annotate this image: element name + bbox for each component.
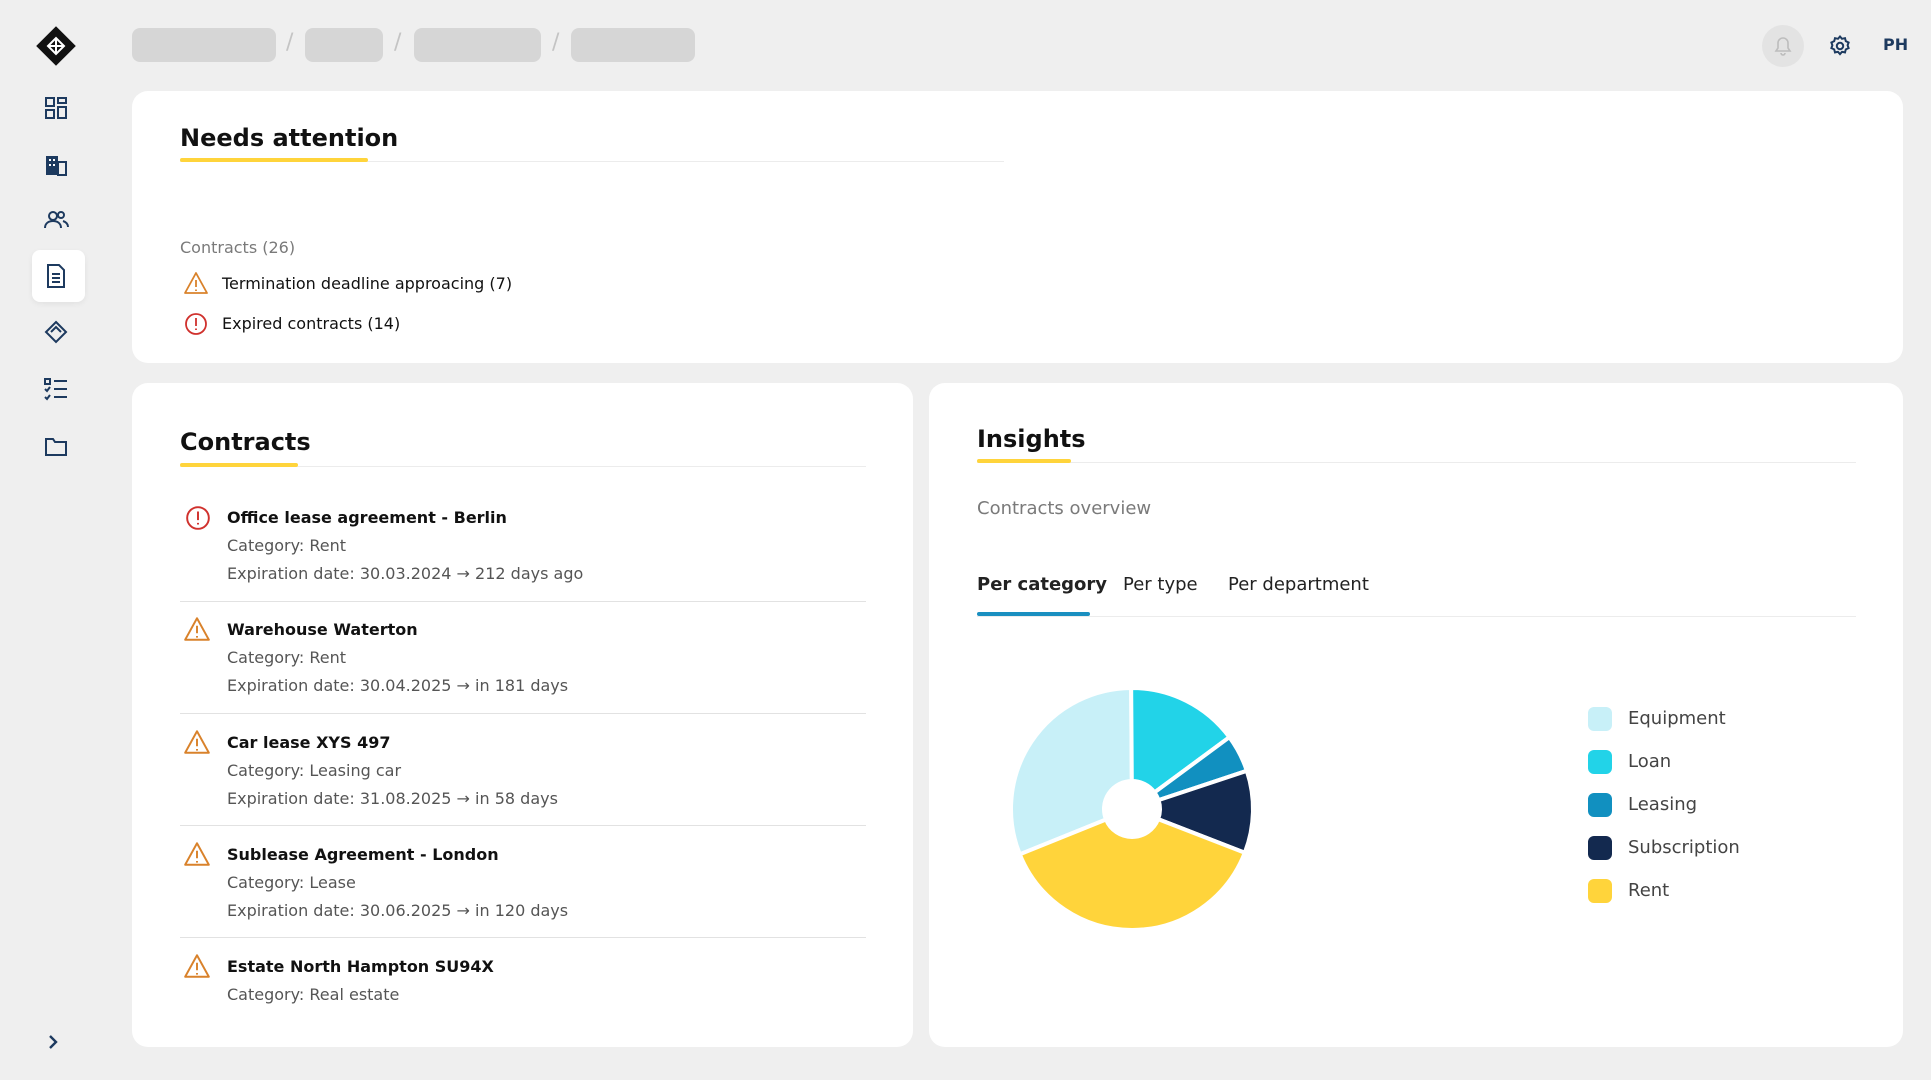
error-icon — [186, 506, 210, 530]
nav-buildings[interactable] — [42, 151, 70, 179]
breadcrumb-placeholder[interactable] — [414, 28, 541, 62]
legend-label[interactable]: Rent — [1628, 880, 1670, 901]
legend-swatch — [1588, 879, 1612, 903]
title-underline — [180, 463, 298, 467]
attention-item[interactable]: Expired contracts (14) — [222, 314, 401, 333]
legend-swatch — [1588, 793, 1612, 817]
subtitle: Contracts overview — [977, 498, 1152, 519]
needs-attention-card — [132, 91, 1903, 363]
active-nav-bg — [32, 250, 85, 302]
tab[interactable]: Per type — [1123, 574, 1198, 595]
tab[interactable]: Per department — [1228, 574, 1369, 595]
nav-people[interactable] — [42, 206, 70, 234]
card-title: Needs attention — [180, 124, 399, 152]
legend-label[interactable]: Leasing — [1628, 794, 1698, 815]
contract-expiration: Expiration date: 31.08.2025 → in 58 days — [227, 789, 558, 808]
divider — [977, 462, 1856, 463]
warning-icon — [184, 272, 208, 294]
attention-item[interactable]: Termination deadline approacing (7) — [222, 274, 513, 293]
warning-icon — [184, 617, 210, 641]
expand-sidebar[interactable] — [44, 1032, 62, 1052]
error-icon — [185, 313, 207, 335]
legend-swatch — [1588, 750, 1612, 774]
nav-dashboard[interactable] — [42, 94, 70, 122]
breadcrumb-placeholder[interactable] — [571, 28, 695, 62]
title-underline — [180, 158, 368, 162]
contract-title[interactable]: Office lease agreement - Berlin — [227, 508, 507, 527]
contracts-card — [132, 383, 913, 1047]
contract-title[interactable]: Car lease XYS 497 — [227, 733, 391, 752]
divider — [180, 601, 866, 602]
pie-chart — [1009, 685, 1255, 932]
contract-category: Category: Lease — [227, 873, 356, 892]
warning-icon — [184, 730, 210, 754]
nav-tasks[interactable] — [42, 375, 70, 403]
contract-category: Category: Rent — [227, 648, 347, 667]
contract-expiration: Expiration date: 30.04.2025 → in 181 day… — [227, 676, 569, 695]
contract-expiration: Expiration date: 30.06.2025 → in 120 day… — [227, 901, 569, 920]
pie-slice — [1009, 685, 1134, 857]
contract-title[interactable]: Warehouse Waterton — [227, 620, 418, 639]
nav-deals[interactable] — [42, 318, 70, 346]
pie-slice — [1155, 768, 1255, 856]
breadcrumb-placeholder[interactable] — [305, 28, 383, 62]
contract-expiration: Expiration date: 30.03.2024 → 212 days a… — [227, 564, 584, 583]
settings[interactable] — [1828, 34, 1852, 58]
user-initials[interactable]: PH — [1883, 35, 1909, 54]
divider — [977, 616, 1856, 617]
tab-active[interactable]: Per category — [977, 574, 1108, 595]
breadcrumb-placeholder[interactable] — [132, 28, 276, 62]
divider — [180, 161, 1004, 162]
card-title: Contracts — [180, 428, 311, 456]
breadcrumb-separator: / — [552, 30, 560, 55]
legend-swatch — [1588, 836, 1612, 860]
tab-underline — [977, 612, 1090, 616]
logo[interactable] — [34, 24, 78, 68]
nav-files[interactable] — [42, 432, 70, 460]
divider — [180, 466, 866, 467]
contract-category: Category: Leasing car — [227, 761, 402, 780]
contract-title[interactable]: Sublease Agreement - London — [227, 845, 499, 864]
divider — [180, 825, 866, 826]
divider — [180, 713, 866, 714]
legend-swatch — [1588, 707, 1612, 731]
warning-icon — [184, 842, 210, 866]
pie-slice — [1017, 816, 1248, 932]
contract-title[interactable]: Estate North Hampton SU94X — [227, 957, 494, 976]
divider — [180, 937, 866, 938]
contract-category: Category: Real estate — [227, 985, 400, 1004]
nav-contracts[interactable] — [42, 262, 70, 290]
breadcrumb-separator: / — [286, 30, 294, 55]
breadcrumb-separator: / — [394, 30, 402, 55]
legend-label[interactable]: Equipment — [1628, 708, 1726, 729]
pie-slice — [1129, 686, 1233, 796]
contract-category: Category: Rent — [227, 536, 347, 555]
warning-icon — [184, 954, 210, 978]
group-label: Contracts (26) — [180, 238, 296, 257]
notifications[interactable] — [1762, 25, 1804, 67]
legend-label[interactable]: Subscription — [1628, 837, 1740, 858]
legend-label[interactable]: Loan — [1628, 751, 1672, 772]
title-underline — [977, 459, 1071, 463]
card-title: Insights — [977, 425, 1086, 453]
